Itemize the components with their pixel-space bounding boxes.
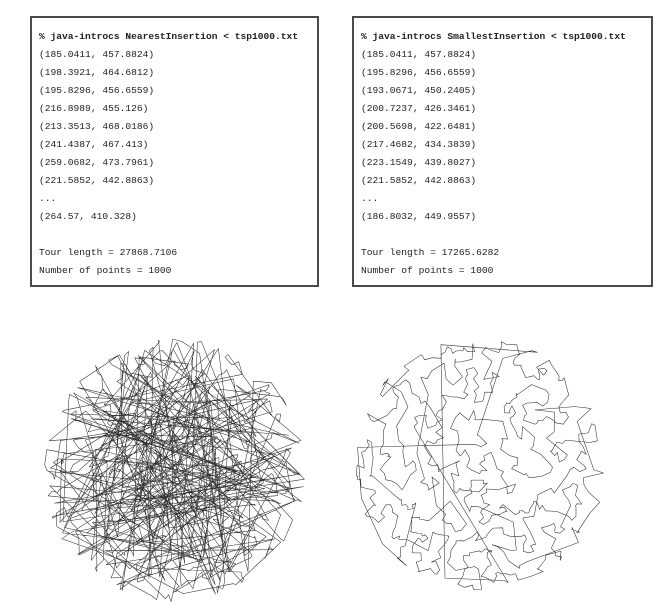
point-line: (198.3921, 464.6812) [39, 67, 155, 78]
point-line: (185.0411, 457.8824) [361, 49, 477, 60]
point-line: (200.7237, 426.3461) [361, 103, 477, 114]
point-line: (217.4682, 434.3839) [361, 139, 477, 150]
point-line: (186.8032, 449.9557) [361, 211, 477, 222]
tour-length-text: Tour length = 17265.6282 [361, 247, 500, 258]
point-line: (195.8296, 456.6559) [39, 85, 155, 96]
ellipsis: ... [39, 193, 57, 204]
point-line: (213.3513, 468.0186) [39, 121, 155, 132]
point-line: (264.57, 410.328) [39, 211, 137, 222]
command-line: % java-introcs NearestInsertion < tsp100… [39, 31, 299, 42]
point-line: (216.8989, 455.126) [39, 103, 149, 114]
right-terminal-panel: % java-introcs SmallestInsertion < tsp10… [352, 16, 653, 287]
point-line: (241.4387, 467.413) [39, 139, 149, 150]
blank-line [361, 226, 651, 244]
point-line: (200.5698, 422.6481) [361, 121, 477, 132]
point-count-text: Number of points = 1000 [361, 265, 494, 276]
left-terminal-panel: % java-introcs NearestInsertion < tsp100… [30, 16, 319, 287]
point-line: (193.0671, 450.2405) [361, 85, 477, 96]
blank-line [39, 226, 317, 244]
tour-drawing [355, 341, 604, 590]
command-line: % java-introcs SmallestInsertion < tsp10… [361, 31, 626, 42]
tour-path [355, 341, 604, 590]
point-line: (195.8296, 456.6559) [361, 67, 477, 78]
ellipsis: ... [361, 193, 379, 204]
point-line: (185.0411, 457.8824) [39, 49, 155, 60]
point-count-text: Number of points = 1000 [39, 265, 172, 276]
point-line: (223.1549, 439.8027) [361, 157, 477, 168]
smallest-insertion-tour-plot [348, 332, 616, 608]
tour-drawing [44, 338, 305, 602]
point-line: (259.0682, 473.7961) [39, 157, 155, 168]
point-line: (221.5852, 442.8863) [361, 175, 477, 186]
point-line: (221.5852, 442.8863) [39, 175, 155, 186]
tour-path [44, 338, 305, 602]
nearest-insertion-tour-plot [24, 332, 324, 608]
tour-length-text: Tour length = 27868.7106 [39, 247, 178, 258]
